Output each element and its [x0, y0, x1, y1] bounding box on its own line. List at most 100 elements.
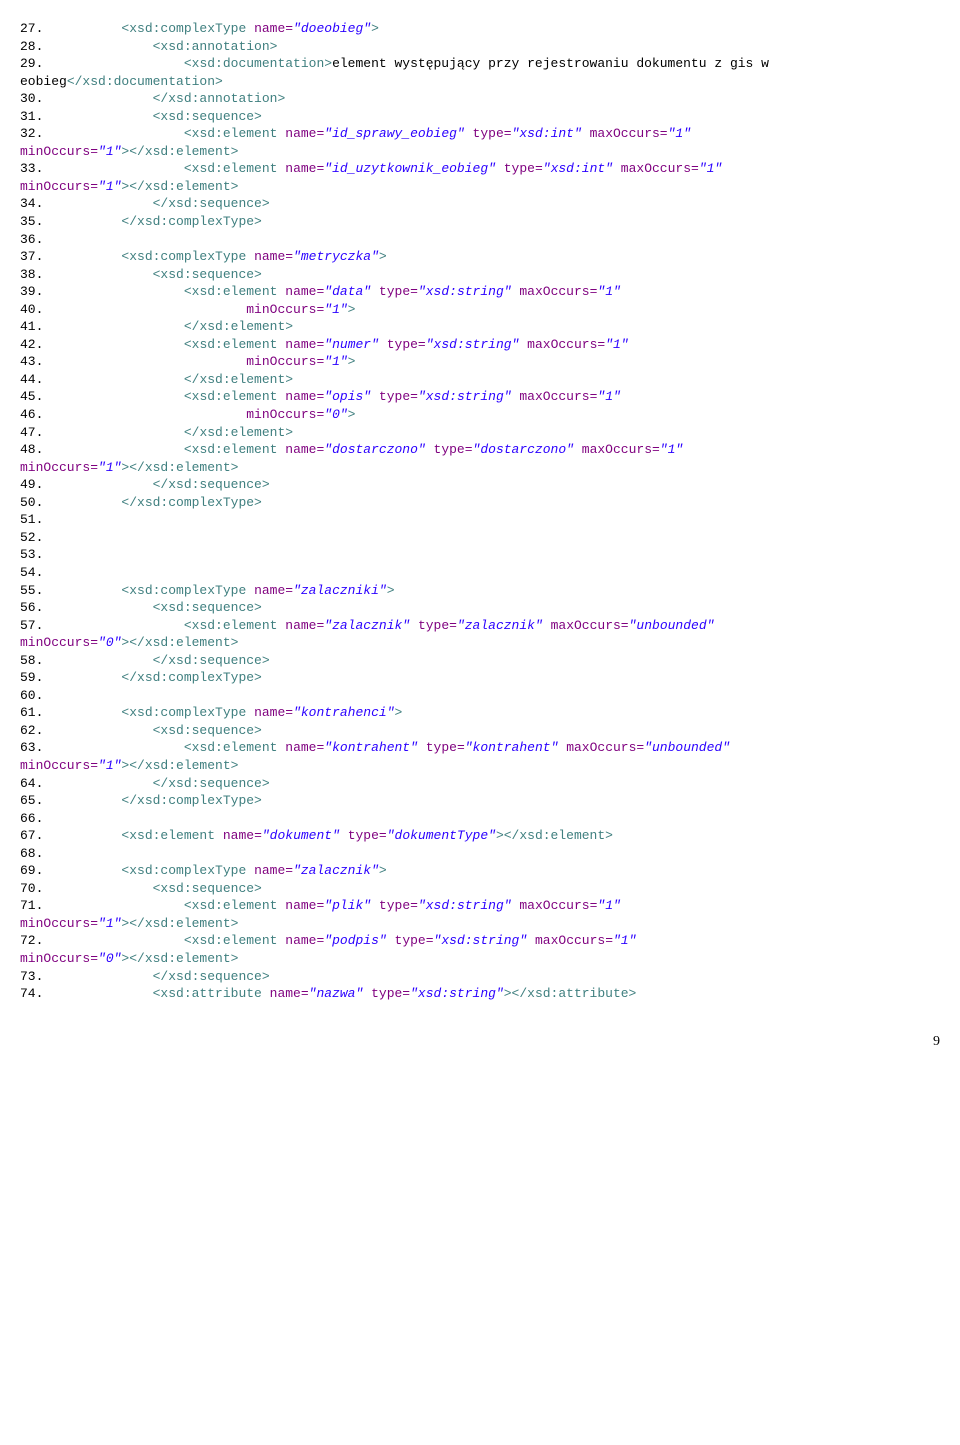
code-line: 28. <xsd:annotation>	[20, 38, 940, 56]
code-line: 56. <xsd:sequence>	[20, 599, 940, 617]
code-line: 71. <xsd:element name="plik" type="xsd:s…	[20, 897, 940, 915]
code-line: 47. </xsd:element>	[20, 424, 940, 442]
code-line: 41. </xsd:element>	[20, 318, 940, 336]
code-line-wrap: minOccurs="1"></xsd:element>	[20, 757, 940, 775]
line-number: 74.	[20, 986, 43, 1001]
line-number: 60.	[20, 688, 43, 703]
line-number: 42.	[20, 337, 43, 352]
code-line-wrap: minOccurs="0"></xsd:element>	[20, 634, 940, 652]
code-line: 44. </xsd:element>	[20, 371, 940, 389]
code-line-wrap: minOccurs="0"></xsd:element>	[20, 950, 940, 968]
line-number: 65.	[20, 793, 43, 808]
code-line: 70. <xsd:sequence>	[20, 880, 940, 898]
code-line: 66.	[20, 810, 940, 828]
line-number: 67.	[20, 828, 43, 843]
code-line: 74. <xsd:attribute name="nazwa" type="xs…	[20, 985, 940, 1003]
code-line: 33. <xsd:element name="id_uzytkownik_eob…	[20, 160, 940, 178]
code-line: 62. <xsd:sequence>	[20, 722, 940, 740]
line-number: 55.	[20, 583, 43, 598]
code-line: 60.	[20, 687, 940, 705]
code-line: 29. <xsd:documentation>element występują…	[20, 55, 940, 90]
code-line: 54.	[20, 564, 940, 582]
code-line: 61. <xsd:complexType name="kontrahenci">	[20, 704, 940, 722]
line-number: 63.	[20, 740, 43, 755]
code-line: 55. <xsd:complexType name="zalaczniki">	[20, 582, 940, 600]
code-line: 67. <xsd:element name="dokument" type="d…	[20, 827, 940, 845]
code-line: 63. <xsd:element name="kontrahent" type=…	[20, 739, 940, 757]
code-line: 58. </xsd:sequence>	[20, 652, 940, 670]
line-number: 28.	[20, 39, 43, 54]
code-line-wrap: minOccurs="1"></xsd:element>	[20, 178, 940, 196]
line-number: 35.	[20, 214, 43, 229]
code-line-wrap: minOccurs="1"></xsd:element>	[20, 459, 940, 477]
line-number: 46.	[20, 407, 43, 422]
code-line: 51.	[20, 511, 940, 529]
line-number: 43.	[20, 354, 43, 369]
line-number: 66.	[20, 811, 43, 826]
line-number: 40.	[20, 302, 43, 317]
line-number: 34.	[20, 196, 43, 211]
code-line: 57. <xsd:element name="zalacznik" type="…	[20, 617, 940, 635]
code-line: 43. minOccurs="1">	[20, 353, 940, 371]
line-number: 41.	[20, 319, 43, 334]
code-line: 73. </xsd:sequence>	[20, 968, 940, 986]
line-number: 61.	[20, 705, 43, 720]
code-line: 59. </xsd:complexType>	[20, 669, 940, 687]
code-line: 30. </xsd:annotation>	[20, 90, 940, 108]
code-line: 38. <xsd:sequence>	[20, 266, 940, 284]
line-number: 49.	[20, 477, 43, 492]
line-number: 58.	[20, 653, 43, 668]
line-number: 52.	[20, 530, 43, 545]
code-line: 64. </xsd:sequence>	[20, 775, 940, 793]
code-line-wrap: minOccurs="1"></xsd:element>	[20, 143, 940, 161]
line-number: 44.	[20, 372, 43, 387]
line-number: 39.	[20, 284, 43, 299]
code-line: 48. <xsd:element name="dostarczono" type…	[20, 441, 940, 459]
code-line: 68.	[20, 845, 940, 863]
line-number: 50.	[20, 495, 43, 510]
line-number: 72.	[20, 933, 43, 948]
code-line-wrap: minOccurs="1"></xsd:element>	[20, 915, 940, 933]
code-line: 37. <xsd:complexType name="metryczka">	[20, 248, 940, 266]
code-line: 39. <xsd:element name="data" type="xsd:s…	[20, 283, 940, 301]
line-number: 71.	[20, 898, 43, 913]
line-number: 33.	[20, 161, 43, 176]
line-number: 45.	[20, 389, 43, 404]
line-number: 56.	[20, 600, 43, 615]
code-line: 32. <xsd:element name="id_sprawy_eobieg"…	[20, 125, 940, 143]
code-line: 42. <xsd:element name="numer" type="xsd:…	[20, 336, 940, 354]
line-number: 69.	[20, 863, 43, 878]
code-line: 72. <xsd:element name="podpis" type="xsd…	[20, 932, 940, 950]
line-number: 48.	[20, 442, 43, 457]
line-number: 31.	[20, 109, 43, 124]
code-line: 36.	[20, 231, 940, 249]
line-number: 62.	[20, 723, 43, 738]
line-number: 73.	[20, 969, 43, 984]
line-number: 36.	[20, 232, 43, 247]
line-number: 54.	[20, 565, 43, 580]
line-number: 32.	[20, 126, 43, 141]
line-number: 64.	[20, 776, 43, 791]
line-number: 59.	[20, 670, 43, 685]
code-line: 53.	[20, 546, 940, 564]
line-number: 57.	[20, 618, 43, 633]
code-line: 46. minOccurs="0">	[20, 406, 940, 424]
line-number: 70.	[20, 881, 43, 896]
code-line: 49. </xsd:sequence>	[20, 476, 940, 494]
code-line: 35. </xsd:complexType>	[20, 213, 940, 231]
line-number: 53.	[20, 547, 43, 562]
code-line: 69. <xsd:complexType name="zalacznik">	[20, 862, 940, 880]
code-line: 34. </xsd:sequence>	[20, 195, 940, 213]
line-number: 47.	[20, 425, 43, 440]
code-line: 45. <xsd:element name="opis" type="xsd:s…	[20, 388, 940, 406]
code-line: 27. <xsd:complexType name="doeobieg">	[20, 20, 940, 38]
code-line: 40. minOccurs="1">	[20, 301, 940, 319]
code-block: 27. <xsd:complexType name="doeobieg">28.…	[20, 20, 940, 1003]
line-number: 68.	[20, 846, 43, 861]
page-number: 9	[20, 1033, 940, 1052]
line-number: 27.	[20, 21, 43, 36]
line-number: 51.	[20, 512, 43, 527]
line-number: 37.	[20, 249, 43, 264]
code-line: 65. </xsd:complexType>	[20, 792, 940, 810]
code-line: 50. </xsd:complexType>	[20, 494, 940, 512]
